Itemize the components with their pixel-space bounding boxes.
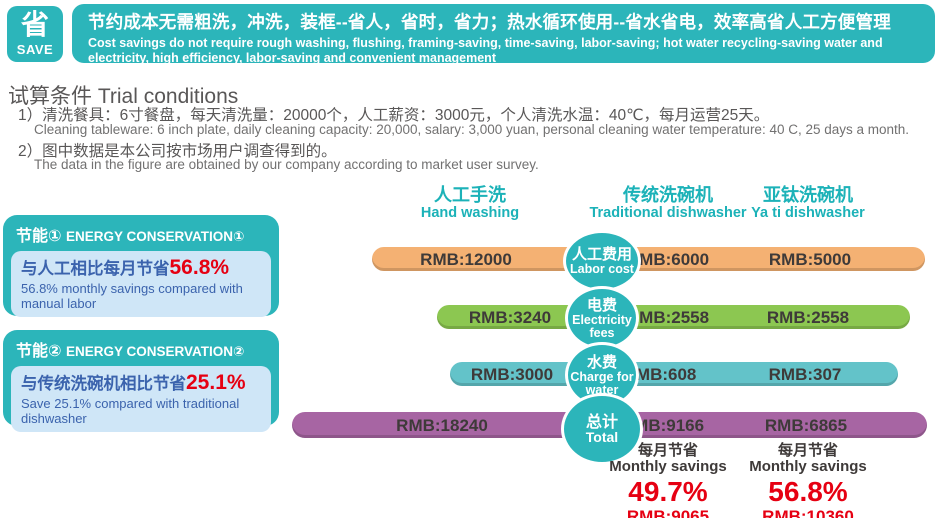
trial-conditions-title: 试算条件 Trial conditions [8,85,239,108]
energy-box-1-claim-en: 56.8% monthly savings compared with manu… [21,281,243,311]
row-badge-en: Labor cost [570,262,634,276]
value-labor-traditional: RMB:6000 [626,250,710,269]
value-total-yati: RMB:6865 [764,416,848,435]
row-badge-zh: 总计 [585,414,618,431]
value-water-yati: RMB:307 [768,365,842,384]
energy-box-1-claim: 与人工相比每月节省56.8% [21,255,261,280]
row-badge-zh: 电费 [586,296,617,314]
energy-box-1-header: 节能① ENERGY CONSERVATION① [11,221,271,251]
monthly-savings-yati: 每月节省 Monthly savings 56.8% RMB:10360 [749,443,867,518]
energy-box-1-title-zh: 节能① [16,228,62,245]
monthly-savings-en: Monthly savings [749,458,867,475]
monthly-savings-amount: RMB:10360 [762,507,854,518]
row-badge-zh: 人工费用 [571,246,632,263]
bar-electricity-fees [437,305,910,329]
column-header-zh: 亚钛洗碗机 [762,185,853,205]
row-badge-en: Total [585,429,619,445]
row-badge-electricity-fees: 电费 Electricity fees [565,286,639,350]
save-badge-en: SAVE [16,42,54,57]
header-banner-title-zh: 节约成本无需粗洗，冲洗，装框--省人，省时，省力；热水循环使用--省水省电，效率… [88,12,891,32]
energy-box-1-panel: 与人工相比每月节省56.8% 56.8% monthly savings com… [11,251,271,317]
monthly-savings-percent: 49.7% [628,476,708,507]
column-header-zh: 人工手洗 [433,185,506,205]
column-header-yati-dishwasher: 亚钛洗碗机 Ya ti dishwasher [751,185,865,222]
energy-box-1-percent: 56.8% [169,256,230,279]
energy-box-1-title-en: ENERGY CONSERVATION① [66,229,245,244]
value-water-hand-washing: RMB:3000 [470,365,554,384]
energy-box-2-header: 节能② ENERGY CONSERVATION② [11,336,271,366]
energy-box-2-claim: 与传统洗碗机相比节省25.1% [21,370,261,395]
row-badge-total: 总计 Total [561,393,643,465]
row-badge-labor-cost: 人工费用 Labor cost [563,230,641,292]
header-banner-subtitle-en: Cost savings do not require rough washin… [88,36,883,65]
monthly-savings-en: Monthly savings [609,458,727,475]
energy-box-2-panel: 与传统洗碗机相比节省25.1% Save 25.1% compared with… [11,366,271,432]
row-badge-water-charge: 水费 Charge for water [565,342,639,408]
value-total-hand-washing: RMB:18240 [396,416,488,435]
value-water-traditional: RMB:608 [623,365,697,384]
energy-box-1-claim-zh: 与人工相比每月节省 [21,260,170,278]
energy-box-2-title-zh: 节能② [16,343,62,360]
column-header-en: Hand washing [420,205,520,221]
header-banner: 节约成本无需粗洗，冲洗，装框--省人，省时，省力；热水循环使用--省水省电，效率… [72,4,935,65]
bar-water-charge [450,362,898,386]
save-badge-zh: 省 [20,9,49,40]
bar-labor-cost [372,247,925,271]
energy-box-2-claim-zh: 与传统洗碗机相比节省 [21,375,186,393]
row-badge-en: Electricity fees [572,312,632,340]
column-header-hand-washing: 人工手洗 Hand washing [421,185,519,222]
column-header-en: Traditional dishwasher [589,205,747,221]
trial-item-1-zh: 1）清洗餐具：6寸餐盘，每天清洗量：20000个，人工薪资：3000元，个人清洗… [18,107,770,124]
monthly-savings-percent: 56.8% [768,476,848,507]
trial-item-2-zh: 2）图中数据是本公司按市场用户调查得到的。 [18,143,337,160]
trial-item-1-en: Cleaning tableware: 6 inch plate, daily … [34,122,910,137]
energy-box-2-claim-en: Save 25.1% compared with traditional dis… [21,396,240,426]
save-badge: 省 SAVE [7,6,63,62]
value-electricity-traditional: RMB:2558 [626,308,710,327]
value-labor-yati: RMB:5000 [768,250,852,269]
trial-item-2-en: The data in the figure are obtained by o… [34,157,539,172]
value-labor-hand-washing: RMB:12000 [420,250,512,269]
column-header-en: Ya ti dishwasher [751,205,865,221]
column-header-zh: 传统洗碗机 [623,185,713,205]
energy-conservation-box-1: 节能① ENERGY CONSERVATION① 与人工相比每月节省56.8% … [3,215,279,317]
monthly-savings-zh: 每月节省 [637,442,698,459]
row-badge-en: Charge for water [570,369,634,397]
energy-box-2-percent: 25.1% [186,371,246,394]
value-electricity-hand-washing: RMB:3240 [468,308,552,327]
monthly-savings-amount: RMB:9065 [626,507,710,518]
energy-box-2-title-en: ENERGY CONSERVATION② [66,344,245,359]
value-electricity-yati: RMB:2558 [766,308,850,327]
column-header-traditional-dishwasher: 传统洗碗机 Traditional dishwasher [589,185,746,222]
monthly-savings-traditional: 每月节省 Monthly savings 49.7% RMB:9065 [609,443,727,518]
energy-conservation-box-2: 节能② ENERGY CONSERVATION② 与传统洗碗机相比节省25.1%… [3,330,279,432]
row-badge-zh: 水费 [586,353,617,371]
monthly-savings-zh: 每月节省 [777,442,838,459]
